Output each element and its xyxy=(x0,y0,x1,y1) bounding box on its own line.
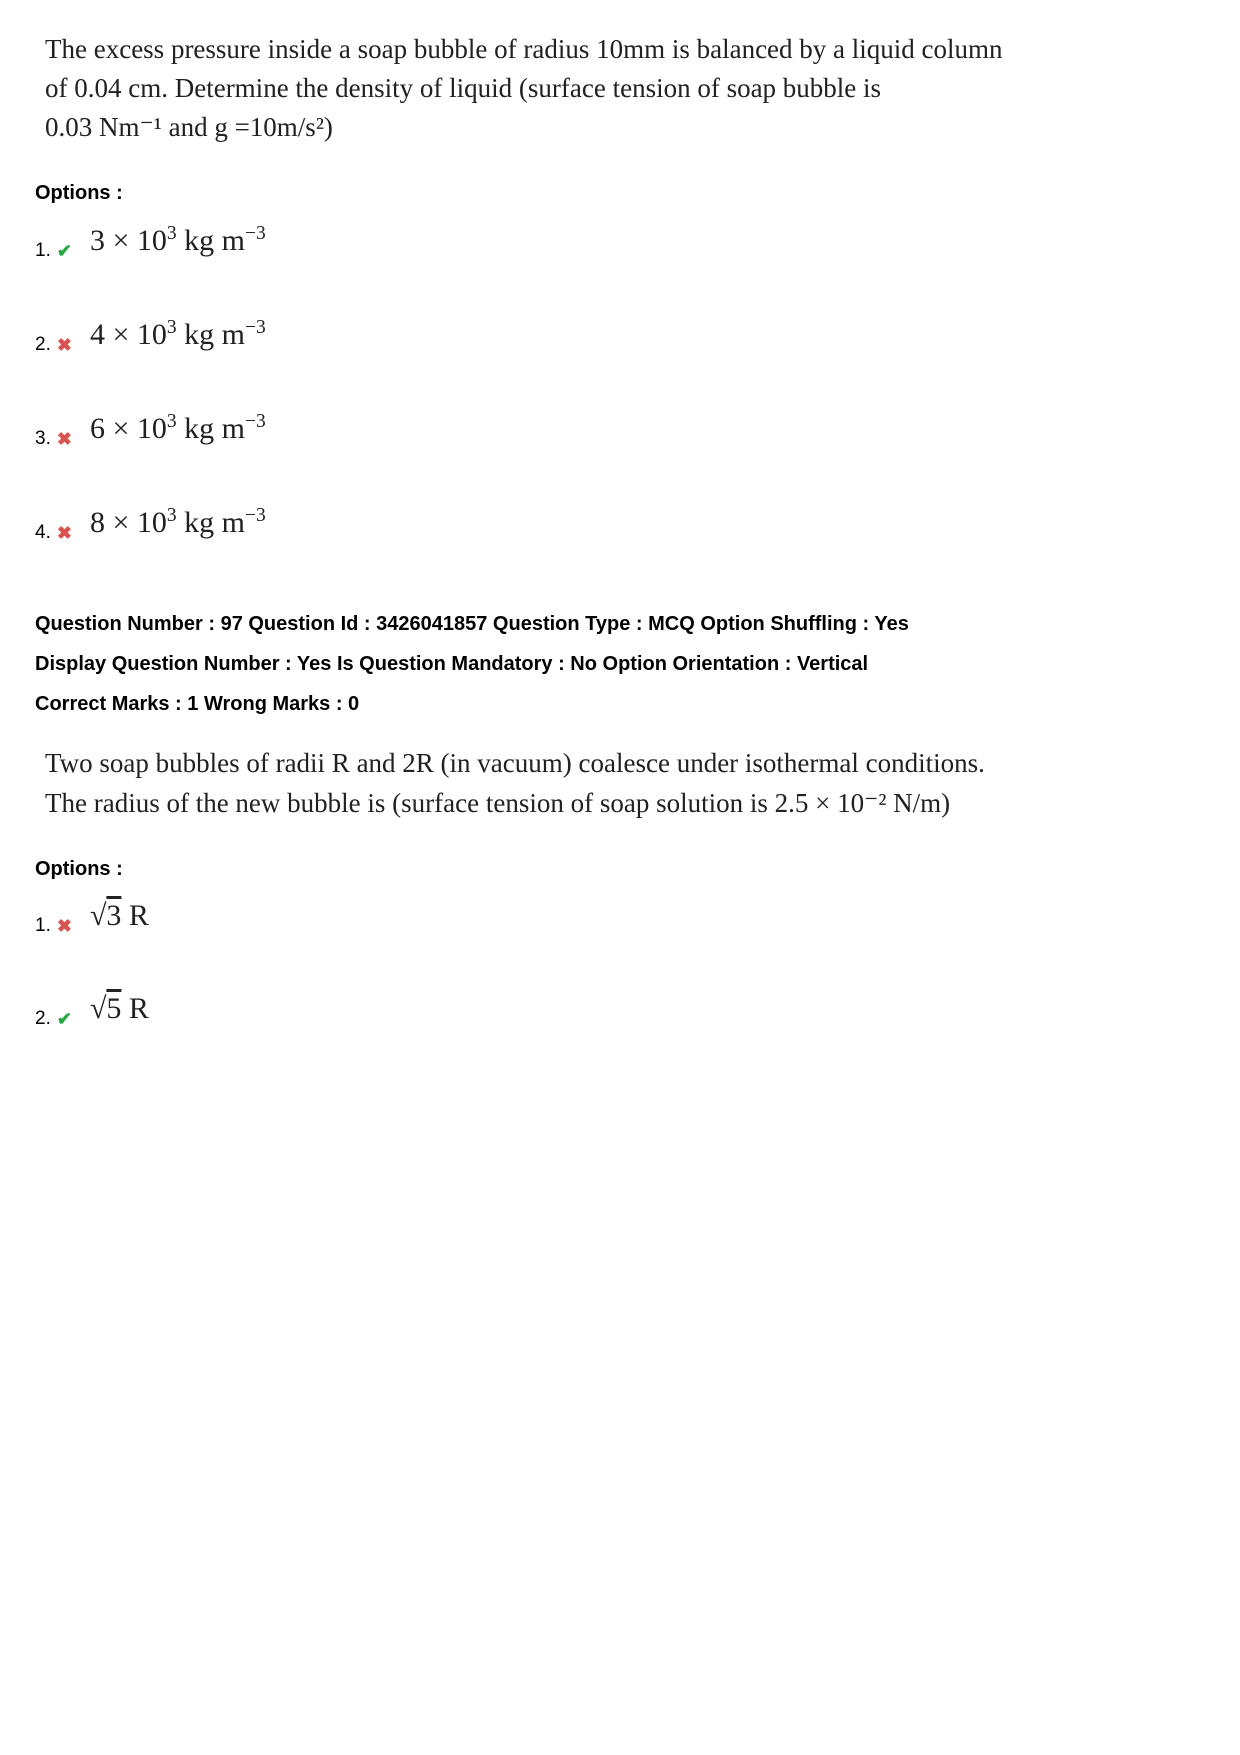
option-row: 1. ✖ √3 R xyxy=(35,899,1205,937)
option-value: √3 R xyxy=(90,899,149,937)
check-icon: ✔ xyxy=(57,241,72,262)
option-row: 4. ✖ 8 × 103 kg m−3 xyxy=(35,505,1205,544)
option-number: 1. xyxy=(35,915,51,937)
question-line: The excess pressure inside a soap bubble… xyxy=(45,30,1205,69)
question-line: 0.03 Nm⁻¹ and g =10m/s²) xyxy=(45,108,1205,147)
option-number: 2. xyxy=(35,334,51,356)
question-text: Two soap bubbles of radii R and 2R (in v… xyxy=(35,744,1205,822)
question-meta: Question Number : 97 Question Id : 34260… xyxy=(35,604,1205,724)
option-row: 1. ✔ 3 × 103 kg m−3 xyxy=(35,223,1205,262)
option-value: 4 × 103 kg m−3 xyxy=(90,317,266,356)
options-header: Options : xyxy=(35,182,1205,205)
option-value: 3 × 103 kg m−3 xyxy=(90,223,266,262)
option-value: 6 × 103 kg m−3 xyxy=(90,411,266,450)
cross-icon: ✖ xyxy=(57,916,72,937)
option-number: 4. xyxy=(35,522,51,544)
meta-line: Correct Marks : 1 Wrong Marks : 0 xyxy=(35,684,1205,724)
question-line: The radius of the new bubble is (surface… xyxy=(45,784,1205,823)
option-row: 2. ✖ 4 × 103 kg m−3 xyxy=(35,317,1205,356)
meta-line: Question Number : 97 Question Id : 34260… xyxy=(35,604,1205,644)
cross-icon: ✖ xyxy=(57,429,72,450)
question-line: Two soap bubbles of radii R and 2R (in v… xyxy=(45,744,1205,783)
options-header: Options : xyxy=(35,858,1205,881)
question-text: The excess pressure inside a soap bubble… xyxy=(35,30,1205,147)
cross-icon: ✖ xyxy=(57,523,72,544)
option-row: 3. ✖ 6 × 103 kg m−3 xyxy=(35,411,1205,450)
cross-icon: ✖ xyxy=(57,335,72,356)
question-line: of 0.04 cm. Determine the density of liq… xyxy=(45,69,1205,108)
option-number: 3. xyxy=(35,428,51,450)
meta-line: Display Question Number : Yes Is Questio… xyxy=(35,644,1205,684)
check-icon: ✔ xyxy=(57,1009,72,1030)
option-number: 2. xyxy=(35,1008,51,1030)
option-value: 8 × 103 kg m−3 xyxy=(90,505,266,544)
option-row: 2. ✔ √5 R xyxy=(35,992,1205,1030)
option-value: √5 R xyxy=(90,992,149,1030)
option-number: 1. xyxy=(35,240,51,262)
